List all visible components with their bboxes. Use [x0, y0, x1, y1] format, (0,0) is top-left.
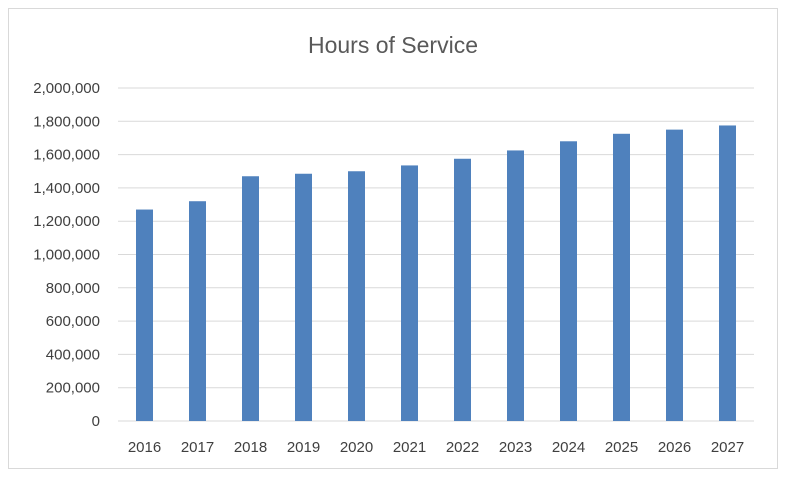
bar-2016 — [136, 209, 153, 421]
x-tick-label: 2021 — [393, 439, 426, 456]
y-tick-label: 600,000 — [46, 313, 100, 330]
bar-2019 — [295, 173, 312, 421]
bar-2025 — [613, 133, 630, 421]
y-tick-label: 1,800,000 — [33, 113, 100, 130]
x-tick-label: 2024 — [552, 439, 585, 456]
x-tick-label: 2022 — [446, 439, 479, 456]
y-tick-label: 0 — [92, 413, 100, 430]
x-tick-label: 2025 — [605, 439, 638, 456]
x-tick-label: 2019 — [287, 439, 320, 456]
x-tick-label: 2016 — [128, 439, 161, 456]
bar-2024 — [560, 141, 577, 421]
y-tick-label: 200,000 — [46, 380, 100, 397]
x-tick-label: 2023 — [499, 439, 532, 456]
y-axis-tick-labels: 0 200,000 400,000 600,000 800,000 1,000,000 1,… — [33, 80, 100, 430]
bar-2027 — [719, 125, 736, 422]
bar-2020 — [348, 171, 365, 421]
y-tick-label: 1,200,000 — [33, 213, 100, 230]
bar-2022 — [454, 158, 471, 421]
x-tick-label: 2017 — [181, 439, 214, 456]
x-tick-label: 2020 — [340, 439, 373, 456]
bar-2023 — [507, 150, 524, 421]
bar-series — [136, 125, 736, 422]
x-tick-label: 2026 — [658, 439, 691, 456]
bar-2018 — [242, 176, 259, 421]
y-tick-label: 1,000,000 — [33, 247, 100, 264]
bar-2026 — [666, 129, 683, 421]
y-tick-label: 400,000 — [46, 346, 100, 363]
chart-title: Hours of Service — [308, 32, 478, 58]
x-tick-label: 2027 — [711, 439, 744, 456]
bar-2021 — [401, 165, 418, 421]
y-tick-label: 1,600,000 — [33, 147, 100, 164]
gridlines — [118, 87, 754, 422]
y-tick-label: 2,000,000 — [33, 80, 100, 97]
y-tick-label: 1,400,000 — [33, 180, 100, 197]
y-tick-label: 800,000 — [46, 280, 100, 297]
bar-2017 — [189, 201, 206, 421]
x-tick-label: 2018 — [234, 439, 267, 456]
x-axis-tick-labels: 2016 2017 2018 2019 2020 2021 2022 2023 2024 2025… — [128, 439, 744, 456]
